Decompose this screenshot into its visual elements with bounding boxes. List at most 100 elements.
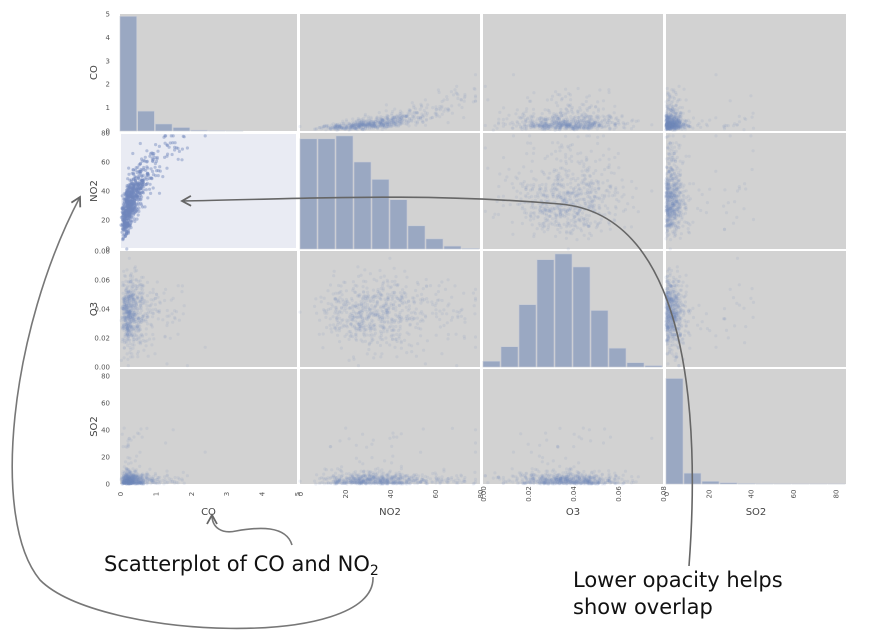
scatter-point <box>372 122 376 126</box>
scatter-point <box>163 155 167 159</box>
scatter-point <box>497 195 501 199</box>
scatter-point <box>401 118 405 122</box>
scatter-point <box>370 126 374 130</box>
scatter-point <box>391 118 396 122</box>
scatter-point <box>203 345 207 349</box>
scatter-point <box>580 191 584 195</box>
scatter-point <box>146 315 150 319</box>
scatter-point <box>457 103 461 107</box>
scatter-point <box>407 117 411 121</box>
scatter-point <box>342 125 346 129</box>
scatter-point <box>517 202 522 206</box>
scatter-point <box>454 91 458 95</box>
scatter-point <box>336 126 340 130</box>
scatter-point <box>180 290 184 294</box>
scatter-point <box>437 90 441 95</box>
scatter-point <box>574 121 578 125</box>
scatter-point <box>620 114 624 118</box>
histogram-bar-CO-1 <box>137 110 155 132</box>
scatter-point <box>176 284 180 288</box>
scatter-point <box>382 123 386 127</box>
scatter-point <box>573 123 577 127</box>
scatter-point <box>185 364 189 368</box>
scatter-point <box>389 125 393 129</box>
scatter-point <box>542 230 546 234</box>
scatter-point <box>391 115 395 120</box>
scatter-point <box>708 187 712 191</box>
scatter-point <box>498 172 502 176</box>
scatter-point <box>526 192 530 196</box>
scatter-point <box>530 124 534 128</box>
scatter-point <box>398 117 402 121</box>
scatter-point <box>151 159 155 163</box>
scatter-point <box>434 112 438 117</box>
scatter-point <box>400 115 404 119</box>
scatter-point <box>394 117 398 121</box>
scatter-point <box>536 125 540 129</box>
scatter-point <box>395 113 399 117</box>
scatter-point <box>671 155 675 160</box>
scatter-point <box>407 124 411 128</box>
scatter-point <box>553 125 557 130</box>
scatter-point <box>398 117 402 121</box>
scatter-point <box>358 125 362 129</box>
scatter-point <box>321 126 325 130</box>
scatter-point <box>347 127 351 131</box>
scatter-point <box>558 230 562 234</box>
scatter-point <box>368 119 372 123</box>
scatter-point <box>589 190 593 194</box>
scatter-point <box>593 120 597 124</box>
scatter-point <box>583 126 587 130</box>
scatter-point <box>596 114 600 118</box>
scatter-point <box>357 125 361 129</box>
scatter-point <box>674 141 678 145</box>
scatter-point <box>335 122 340 126</box>
scatter-point <box>420 114 424 118</box>
scatter-point <box>362 123 367 127</box>
scatter-point <box>149 191 153 195</box>
scatter-point <box>331 122 335 126</box>
scatter-point <box>388 120 392 124</box>
scatter-point <box>394 123 398 127</box>
scatter-point <box>514 112 518 116</box>
scatter-point <box>583 119 587 123</box>
scatter-point <box>502 156 506 160</box>
scatter-point <box>334 124 338 128</box>
scatter-point <box>592 181 596 185</box>
scatter-point <box>616 151 620 156</box>
scatter-point <box>334 123 338 128</box>
scatter-point <box>358 120 363 124</box>
scatter-point <box>368 125 372 129</box>
scatter-point <box>609 115 613 119</box>
scatter-point <box>673 119 677 123</box>
scatter-point <box>548 214 552 218</box>
scatter-point <box>486 166 490 170</box>
scatter-point <box>368 123 373 127</box>
scatter-point <box>579 229 584 233</box>
scatter-point <box>391 115 395 119</box>
scatter-point <box>630 119 634 123</box>
scatter-point <box>566 117 570 121</box>
scatter-point <box>611 120 615 125</box>
scatter-point <box>588 174 592 178</box>
scatter-point <box>542 172 546 176</box>
scatter-point <box>410 101 414 105</box>
scatter-point <box>569 120 573 124</box>
scatter-point <box>425 117 429 121</box>
scatter-point <box>153 161 157 166</box>
scatter-point <box>379 122 383 126</box>
scatter-point <box>373 123 377 128</box>
scatter-point <box>368 118 372 122</box>
scatter-point <box>613 104 617 108</box>
scatter-point <box>126 357 130 361</box>
histogram-bar-NO2-9 <box>461 247 480 250</box>
scatter-point <box>569 191 573 195</box>
scatter-point <box>340 121 344 126</box>
scatter-point <box>324 128 328 132</box>
scatter-point <box>600 200 604 204</box>
scatter-point <box>391 121 395 125</box>
scatter-point <box>401 114 405 118</box>
scatter-point <box>336 126 340 130</box>
scatter-point <box>511 122 516 126</box>
scatter-point <box>609 171 614 175</box>
